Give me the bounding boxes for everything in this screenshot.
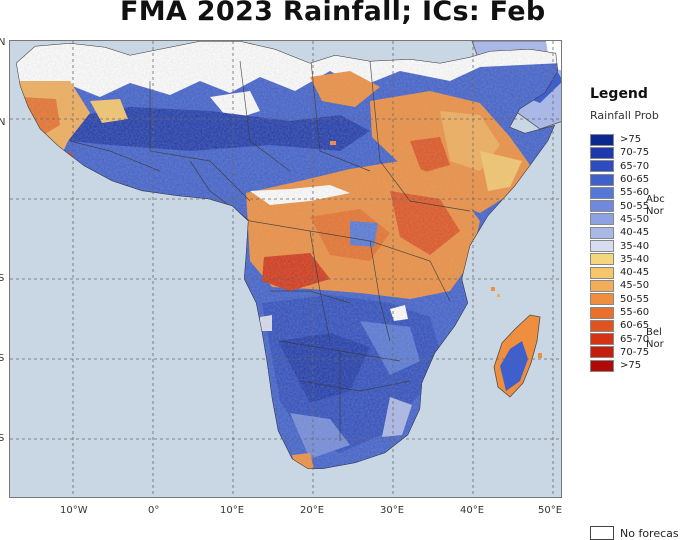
legend-swatch-label: 35-40 xyxy=(620,253,650,265)
legend-row: 55-60 xyxy=(590,186,690,199)
legend-swatch xyxy=(590,160,614,173)
legend-swatch-label: 70-75 xyxy=(620,147,650,159)
legend-row: 65-70 xyxy=(590,332,690,346)
legend-row: 50-55 xyxy=(590,293,690,306)
no-forecast-label: No forecas xyxy=(620,526,679,540)
legend-swatch xyxy=(590,200,614,213)
forecast-map xyxy=(9,40,562,498)
legend-row: >75 xyxy=(590,133,690,146)
legend-row: 60-65 xyxy=(590,319,690,332)
legend-heading: Legend xyxy=(590,86,648,102)
legend-row: 45-50 xyxy=(590,279,690,292)
legend-swatch xyxy=(590,173,614,186)
legend-swatch-label: >75 xyxy=(620,134,642,146)
legend-swatch-label: >75 xyxy=(620,360,642,372)
above-normal-label: Abc Nor xyxy=(646,194,665,217)
legend-swatch-label: 65-70 xyxy=(620,333,650,345)
legend-swatch xyxy=(590,213,614,226)
legend-row: 40-45 xyxy=(590,226,690,239)
legend-row: 60-65 xyxy=(590,173,690,186)
forecast-map-canvas xyxy=(10,41,561,497)
legend-swatch xyxy=(590,333,614,346)
legend-subheading: Rainfall Prob xyxy=(590,109,659,122)
legend-swatch xyxy=(590,133,614,146)
legend-row: >75 xyxy=(590,359,690,372)
legend-swatch-label: 50-55 xyxy=(620,200,650,212)
legend-row: 45-50 xyxy=(590,213,690,226)
legend-swatch xyxy=(590,266,614,279)
lat-label: S xyxy=(0,433,5,444)
lon-label: 20°E xyxy=(300,505,325,516)
lon-label: 40°E xyxy=(460,505,485,516)
legend-swatch xyxy=(590,226,614,239)
legend-swatch-label: 60-65 xyxy=(620,320,650,332)
lon-label: 30°E xyxy=(380,505,405,516)
legend-swatch xyxy=(590,306,614,319)
legend-swatch-label: 70-75 xyxy=(620,346,650,358)
legend-row: 55-60 xyxy=(590,306,690,319)
legend-swatch-label: 65-70 xyxy=(620,160,650,172)
legend-row: 35-40 xyxy=(590,239,690,253)
islands xyxy=(330,141,542,358)
map-title: FMA 2023 Rainfall; ICs: Feb xyxy=(120,0,546,27)
legend-swatch xyxy=(590,346,614,359)
lat-label: S xyxy=(0,353,5,364)
legend-swatch xyxy=(590,253,614,266)
lat-label: S xyxy=(0,273,5,284)
legend-swatch-label: 40-45 xyxy=(620,227,650,239)
legend-swatch-label: 55-60 xyxy=(620,307,650,318)
legend-swatch-label: 45-50 xyxy=(620,280,650,292)
legend-swatch-label: 35-40 xyxy=(620,240,650,252)
legend-row: 50-55 xyxy=(590,199,690,213)
legend-swatch xyxy=(590,293,614,306)
legend-row: 70-75 xyxy=(590,146,690,159)
lon-label: 50°E xyxy=(538,505,563,516)
legend-no-forecast: No forecas xyxy=(590,526,679,540)
legend-row: 35-40 xyxy=(590,253,690,266)
legend-row: 70-75 xyxy=(590,346,690,359)
legend-row: 40-45 xyxy=(590,266,690,279)
legend-swatch xyxy=(590,146,614,159)
legend-swatch xyxy=(590,359,614,372)
legend-swatch-label: 50-55 xyxy=(620,293,650,305)
lon-label: 10°W xyxy=(60,505,88,516)
legend-swatch-label: 45-50 xyxy=(620,213,650,225)
no-forecast-swatch xyxy=(590,526,614,540)
legend-swatch-label: 40-45 xyxy=(620,267,650,279)
legend-swatches: >75 70-75 65-70 60-65 55-60 50-55 45-50 40-45 35… xyxy=(590,133,690,372)
legend-swatch xyxy=(590,240,614,253)
madagascar-above-normal xyxy=(500,341,528,391)
graticule xyxy=(10,41,561,497)
legend: Legend Rainfall Prob >75 70-75 65-70 60-65 5… xyxy=(590,86,690,540)
country-borders xyxy=(69,50,471,441)
legend-swatch-label: 60-65 xyxy=(620,174,650,186)
legend-swatch xyxy=(590,279,614,292)
lat-label: N xyxy=(0,117,6,128)
below-normal-label: Bel Nor xyxy=(646,327,664,350)
legend-row: 65-70 xyxy=(590,160,690,173)
legend-swatch xyxy=(590,186,614,199)
legend-swatch xyxy=(590,319,614,332)
lat-label: N xyxy=(0,37,6,48)
legend-swatch-label: 55-60 xyxy=(620,187,650,199)
lon-label: 10°E xyxy=(220,505,245,516)
lon-label: 0° xyxy=(148,505,160,516)
